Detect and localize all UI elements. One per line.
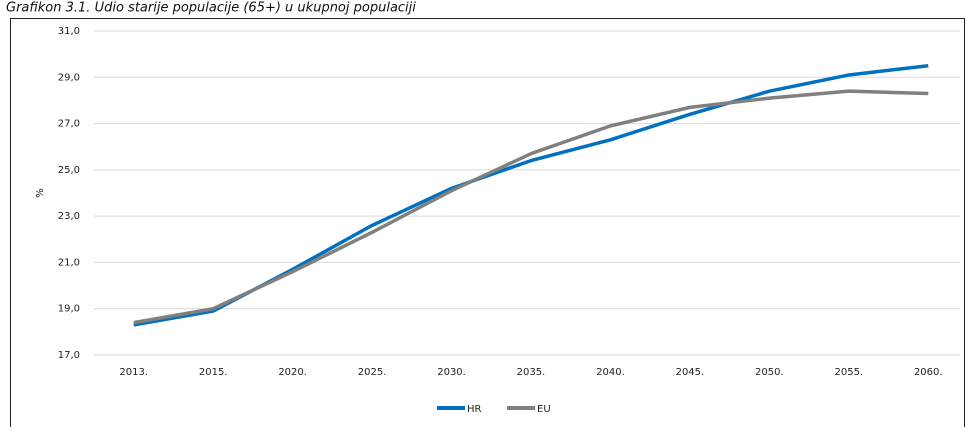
x-tick-label: 2060. — [914, 367, 943, 378]
legend-label: HR — [467, 404, 482, 415]
x-tick-label: 2035. — [517, 367, 546, 378]
y-tick-label: 21,0 — [58, 257, 80, 268]
chart-frame — [10, 18, 965, 431]
x-tick-label: 2045. — [676, 367, 705, 378]
chart-title: Grafikon 3.1. Udio starije populacije (6… — [6, 1, 416, 16]
x-tick-label: 2040. — [596, 367, 625, 378]
x-tick-label: 2030. — [437, 367, 466, 378]
y-tick-label: 25,0 — [58, 165, 80, 176]
line-series — [133, 63, 929, 327]
x-tick-label: 2055. — [834, 367, 863, 378]
line-series — [133, 89, 929, 325]
y-tick-label: 17,0 — [58, 350, 80, 361]
x-tick-label: 2013. — [119, 367, 148, 378]
x-tick-label: 2020. — [278, 367, 307, 378]
x-tick-label: 2025. — [358, 367, 387, 378]
x-tick-label: 2050. — [755, 367, 784, 378]
y-tick-label: 27,0 — [58, 119, 80, 130]
y-tick-label: 31,0 — [58, 26, 80, 37]
legend-label: EU — [537, 404, 551, 415]
y-tick-label: 29,0 — [58, 72, 80, 83]
y-axis-label: % — [35, 188, 46, 198]
y-tick-label: 23,0 — [58, 211, 80, 222]
y-tick-label: 19,0 — [58, 304, 80, 315]
x-tick-label: 2015. — [199, 367, 228, 378]
